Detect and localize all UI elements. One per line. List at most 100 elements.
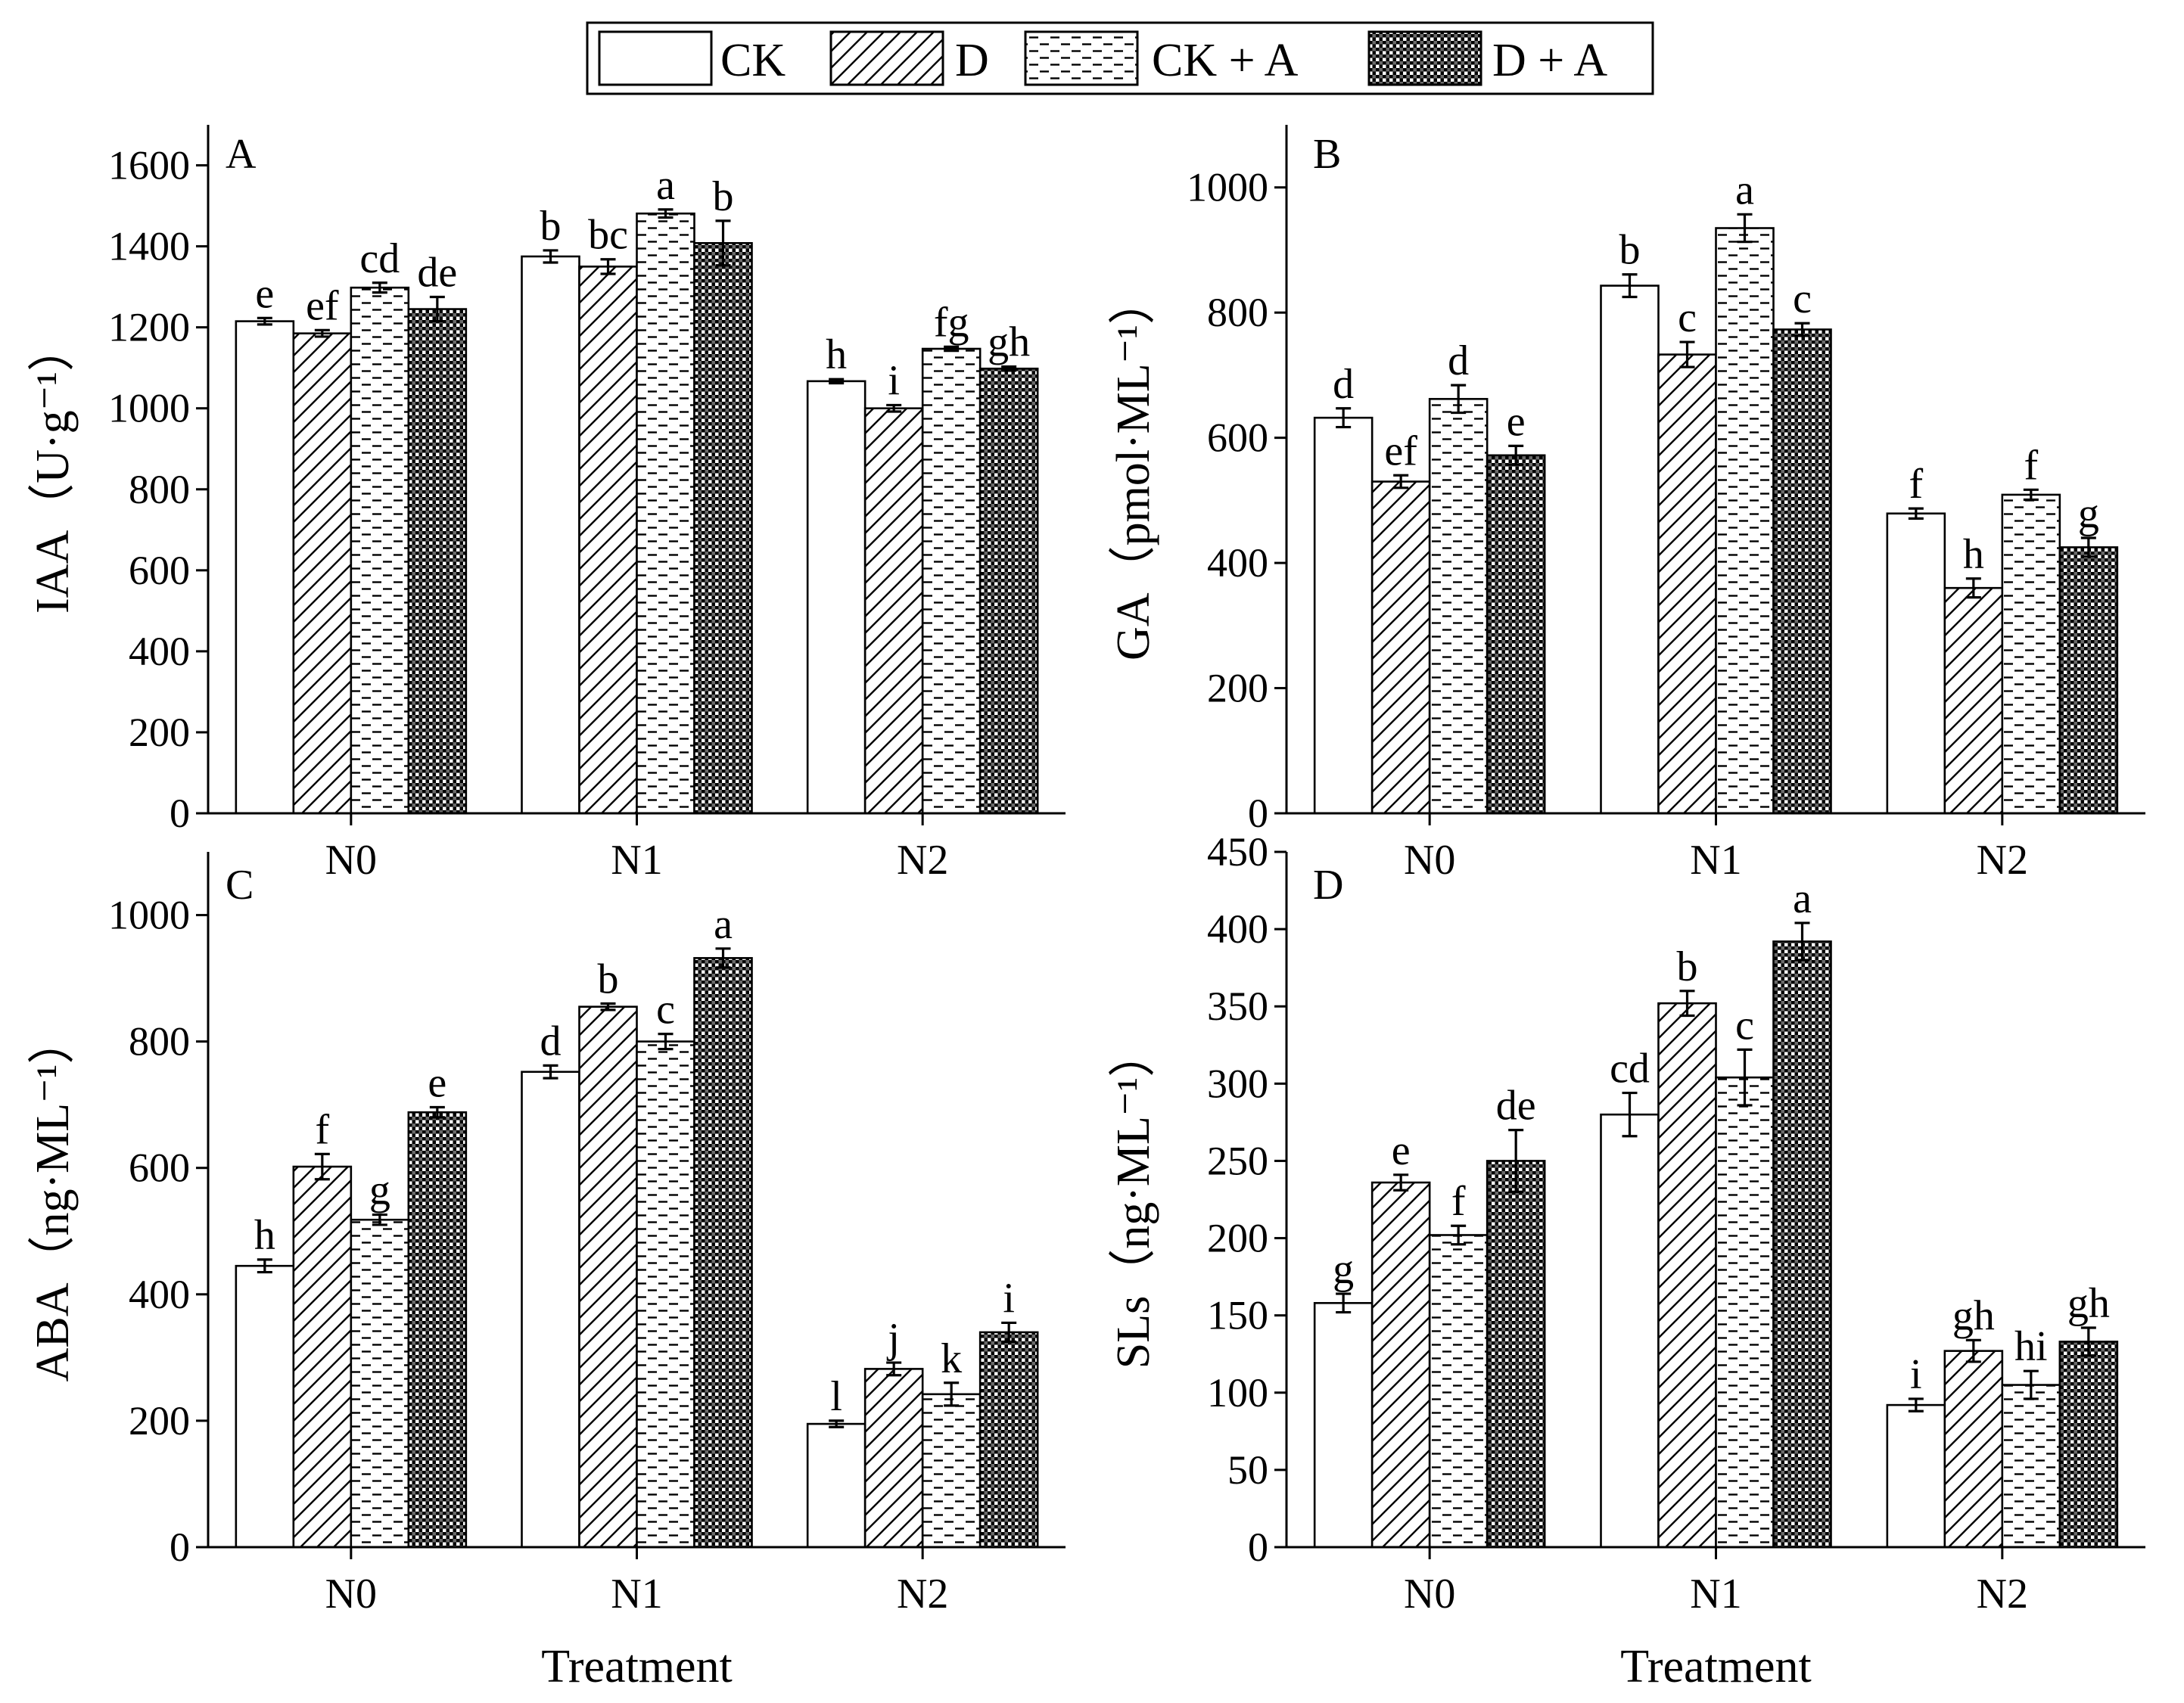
significance-letter-b-n1-s2: c: [1678, 294, 1697, 341]
significance-letter-c-n2-s3: k: [941, 1335, 962, 1382]
error-bar-a-n0-s2: [314, 328, 330, 338]
bar-c-n1-s1: [521, 1071, 580, 1549]
y-tick-label-d-0: 0: [1248, 1524, 1268, 1570]
panel-label-c: C: [226, 862, 254, 909]
significance-letter-b-n0-s1: d: [1333, 361, 1354, 408]
error-bar-c-n0-s2: [314, 1152, 330, 1181]
error-bar-b-n2-s1: [1908, 507, 1924, 520]
bar-d-n0-s3: [1428, 1234, 1489, 1549]
bar-a-n0-s4: [407, 308, 468, 815]
bar-a-n2-s2: [863, 407, 924, 815]
bar-d-n2-s3: [2001, 1384, 2061, 1549]
error-bar-d-n0-s4: [1508, 1128, 1524, 1193]
error-bar-a-n1-s3: [658, 208, 674, 219]
y-tick-label-d-450: 450: [1207, 829, 1268, 875]
significance-letter-b-n1-s4: c: [1793, 275, 1812, 322]
bar-c-n1-s2: [578, 1005, 638, 1549]
y-tick-label-a-1200: 1200: [108, 305, 190, 350]
bar-b-n2-s1: [1886, 512, 1946, 815]
bar-b-n2-s2: [1943, 586, 2004, 815]
x-axis-title-c: Treatment: [541, 1641, 733, 1692]
category-label-c-n0: N0: [325, 1571, 377, 1618]
error-bar-d-n1-s4: [1794, 921, 1810, 962]
bar-d-n2-s2: [1943, 1350, 2004, 1549]
y-tick-label-d-150: 150: [1207, 1293, 1268, 1338]
error-bar-c-n2-s1: [829, 1419, 845, 1428]
bar-b-n1-s1: [1600, 284, 1660, 815]
significance-letter-b-n0-s3: d: [1448, 337, 1469, 384]
bar-d-n1-s1: [1600, 1113, 1660, 1549]
bar-b-n1-s4: [1772, 328, 1832, 815]
y-tick-label-d-250: 250: [1207, 1138, 1268, 1183]
legend-label-4: D + A: [1492, 35, 1607, 86]
y-axis-title-b: GA（pmol·ML⁻¹）: [1108, 278, 1159, 660]
chart-panel-a: e b h ef bc i cd a fg de b gh 0 200 400 600 800 1000 1200 1…: [27, 125, 1066, 884]
bar-a-n2-s4: [978, 367, 1039, 815]
bar-d-n2-s4: [2058, 1341, 2119, 1549]
significance-letter-d-n2-s2: gh: [1952, 1292, 1995, 1339]
error-bar-d-n2-s2: [1965, 1338, 1981, 1363]
category-label-c-n2: N2: [897, 1571, 948, 1618]
significance-letter-b-n2-s3: f: [2024, 442, 2039, 489]
significance-letter-a-n1-s3: a: [656, 162, 675, 209]
significance-letter-a-n1-s1: b: [540, 203, 562, 250]
significance-letter-d-n2-s1: i: [1910, 1351, 1922, 1398]
significance-letter-b-n2-s4: g: [2078, 490, 2099, 537]
bar-a-n0-s3: [350, 286, 410, 815]
bar-a-n0-s1: [235, 320, 295, 815]
bar-b-n1-s3: [1715, 227, 1775, 815]
error-bar-a-n2-s2: [886, 403, 902, 413]
y-tick-label-b-600: 600: [1207, 415, 1268, 461]
legend: CK D CK + A D + A: [586, 21, 1654, 95]
category-label-d-n1: N1: [1690, 1571, 1741, 1618]
significance-letter-a-n1-s4: b: [713, 173, 734, 220]
significance-letter-c-n1-s4: a: [714, 901, 733, 948]
significance-letter-a-n2-s1: h: [826, 331, 847, 378]
y-tick-label-a-800: 800: [129, 467, 190, 512]
significance-letter-c-n0-s4: e: [428, 1060, 446, 1107]
y-tick-label-d-200: 200: [1207, 1216, 1268, 1261]
bar-b-n2-s3: [2001, 493, 2061, 815]
significance-letter-a-n0-s2: ef: [306, 282, 339, 329]
significance-letter-a-n0-s1: e: [255, 270, 274, 317]
error-bar-d-n0-s1: [1336, 1292, 1352, 1314]
error-bar-c-n1-s1: [543, 1064, 558, 1080]
bar-c-n2-s4: [978, 1331, 1039, 1549]
significance-letter-c-n0-s3: g: [369, 1167, 390, 1214]
y-tick-label-a-1000: 1000: [108, 386, 190, 431]
error-bar-d-n2-s1: [1908, 1397, 1924, 1412]
error-bar-b-n0-s1: [1336, 407, 1352, 429]
category-label-d-n0: N0: [1404, 1571, 1455, 1618]
bar-b-n1-s2: [1657, 353, 1717, 815]
y-tick-label-b-1000: 1000: [1187, 165, 1268, 210]
category-label-a-n2: N2: [897, 837, 948, 884]
bar-a-n1-s2: [578, 266, 638, 815]
bar-a-n1-s4: [693, 242, 753, 815]
legend-label-2: D: [955, 35, 989, 86]
significance-letter-b-n0-s2: ef: [1384, 427, 1417, 474]
error-bar-b-n0-s3: [1451, 384, 1467, 415]
bar-d-n1-s3: [1715, 1076, 1775, 1549]
bar-a-n2-s3: [921, 347, 982, 815]
y-tick-label-c-200: 200: [129, 1398, 190, 1444]
error-bar-b-n1-s2: [1679, 340, 1695, 368]
panel-label-a: A: [226, 131, 257, 178]
significance-letter-d-n1-s3: c: [1735, 1002, 1754, 1049]
bar-d-n0-s4: [1486, 1160, 1546, 1549]
error-bar-a-n0-s4: [429, 295, 445, 323]
y-tick-label-c-800: 800: [129, 1019, 190, 1064]
y-tick-label-a-1400: 1400: [108, 224, 190, 269]
significance-letter-b-n0-s4: e: [1507, 398, 1526, 445]
error-bar-c-n0-s1: [257, 1258, 272, 1274]
category-label-c-n1: N1: [611, 1571, 662, 1618]
category-label-d-n2: N2: [1977, 1571, 2028, 1618]
error-bar-d-n0-s2: [1393, 1173, 1409, 1192]
significance-letter-d-n1-s2: b: [1677, 943, 1698, 990]
y-tick-label-c-1000: 1000: [108, 893, 190, 938]
error-bar-b-n0-s4: [1508, 444, 1524, 466]
significance-letter-c-n2-s1: l: [830, 1373, 842, 1420]
y-tick-label-c-600: 600: [129, 1145, 190, 1191]
y-tick-label-b-800: 800: [1207, 290, 1268, 335]
significance-letter-c-n0-s2: f: [316, 1106, 330, 1153]
y-tick-label-a-0: 0: [170, 791, 190, 836]
